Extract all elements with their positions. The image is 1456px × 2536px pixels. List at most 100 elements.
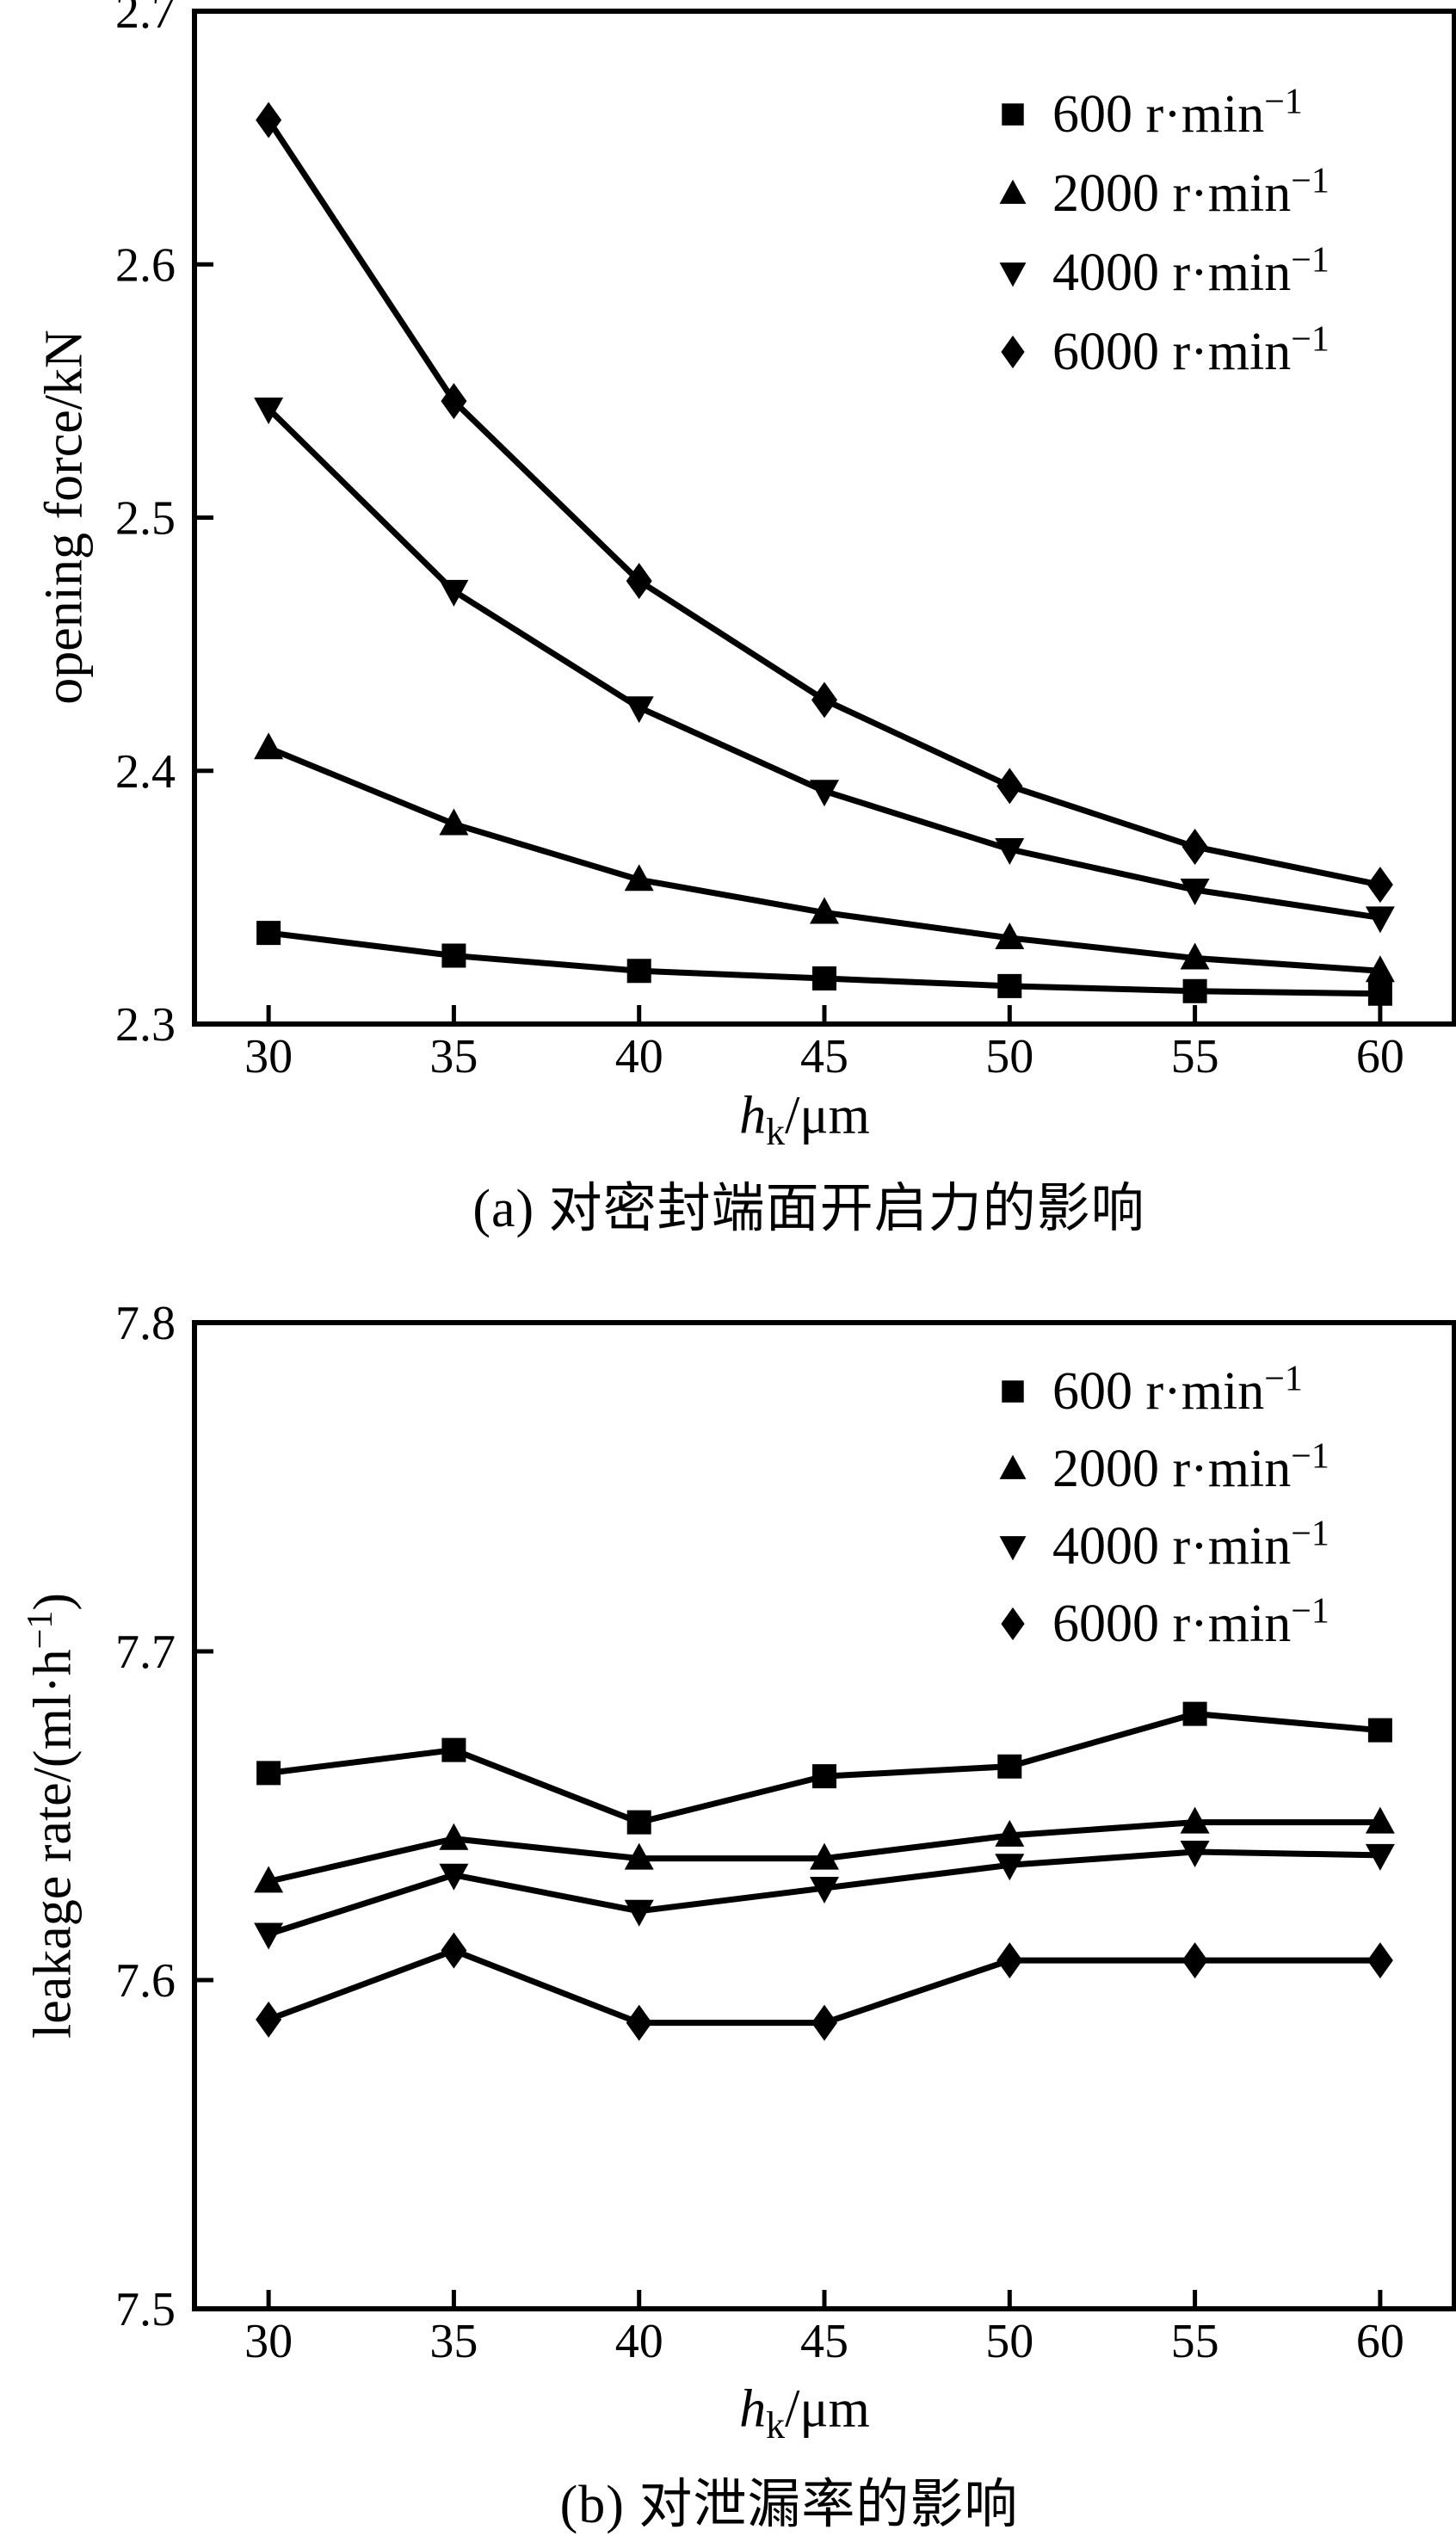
legend-b: 600 r·min−1 2000 r·min−1 4000 r·min−1 6000 … [996, 1353, 1330, 1663]
data-marker-triangle-down [995, 837, 1025, 865]
square-marker-icon [1002, 103, 1024, 126]
data-marker-square [1367, 981, 1392, 1006]
data-marker-diamond [441, 383, 467, 420]
x-tick-label: 40 [615, 1030, 663, 1083]
data-marker-diamond [1181, 829, 1208, 866]
data-marker-triangle-up [810, 1842, 839, 1870]
data-marker-diamond [1367, 1942, 1393, 1979]
caption-a: (a) 对密封端面开启力的影响 [472, 1180, 1145, 1238]
data-marker-diamond [441, 1932, 467, 1969]
y-axis-label-a: opening force/kN [34, 330, 96, 705]
data-marker-triangle-down [995, 1854, 1025, 1881]
data-marker-triangle-down [254, 1922, 284, 1950]
x-tick-label: 50 [985, 1030, 1033, 1083]
x-tick-label: 55 [1171, 1030, 1219, 1083]
data-marker-triangle-up [624, 1842, 654, 1870]
data-marker-triangle-down [1365, 1843, 1395, 1871]
data-marker-triangle-up [1180, 942, 1210, 970]
y-tick-label: 2.4 [115, 745, 176, 799]
data-marker-triangle-up [995, 1819, 1025, 1847]
legend-a: 600 r·min−1 2000 r·min−1 4000 r·min−1 6000 … [996, 75, 1330, 392]
y-tick-label: 2.7 [115, 0, 176, 39]
legend-label: 2000 r·min−1 [1052, 1435, 1330, 1498]
data-marker-triangle-down [1180, 1841, 1210, 1868]
data-marker-diamond [1367, 867, 1393, 904]
triangle-down-marker-icon [999, 262, 1027, 287]
data-marker-triangle-up [1365, 1806, 1395, 1834]
legend-label: 4000 r·min−1 [1052, 239, 1330, 302]
triangle-up-marker-icon [999, 1454, 1027, 1479]
x-tick-label: 55 [1171, 2315, 1219, 2368]
data-marker-triangle-down [1365, 906, 1395, 934]
y-tick-label: 7.7 [115, 1626, 176, 1679]
data-marker-square [997, 973, 1022, 998]
data-marker-triangle-up [439, 1823, 469, 1850]
x-tick-label: 45 [800, 2315, 848, 2368]
data-marker-square [812, 1764, 836, 1789]
diamond-marker-icon [1001, 1607, 1025, 1641]
legend-item-4000: 4000 r·min−1 [996, 1508, 1330, 1585]
legend-item-2000: 2000 r·min−1 [996, 154, 1330, 233]
data-marker-triangle-up [1365, 955, 1395, 983]
data-marker-triangle-down [439, 1863, 469, 1891]
legend-label: 6000 r·min−1 [1052, 1590, 1330, 1653]
legend-label: 600 r·min−1 [1052, 81, 1303, 144]
y-tick-label: 7.5 [115, 2283, 176, 2336]
data-marker-triangle-up [810, 897, 839, 924]
x-axis-label-a-subscript: k [766, 1110, 786, 1153]
data-marker-square [1367, 1718, 1392, 1743]
data-marker-square [626, 959, 651, 984]
x-tick-label: 30 [244, 2315, 293, 2368]
data-marker-square [256, 1761, 281, 1786]
data-marker-triangle-down [810, 1877, 839, 1904]
x-axis-label-a-unit: /μm [785, 1086, 870, 1145]
data-marker-triangle-up [439, 808, 469, 836]
x-tick-label: 40 [615, 2315, 663, 2368]
legend-label: 6000 r·min−1 [1052, 318, 1330, 381]
data-marker-diamond [256, 102, 282, 139]
data-marker-diamond [626, 2004, 652, 2041]
chart-b: 30 35 40 45 50 55 60 7.5 7.6 7.7 7.8 [115, 1297, 1456, 2368]
legend-item-2000: 2000 r·min−1 [996, 1430, 1330, 1508]
x-axis-label-b-unit: /μm [785, 2379, 870, 2439]
data-marker-triangle-down [254, 397, 284, 424]
y-axis-label-a-text: opening force/kN [34, 330, 94, 705]
x-axis-label-b-variable: h [739, 2379, 767, 2439]
data-marker-triangle-down [624, 1899, 654, 1927]
caption-b: (b) 对泄漏率的影响 [559, 2476, 1019, 2534]
square-marker-icon [1002, 1380, 1024, 1403]
y-axis-label-b-close: ) [23, 1592, 83, 1611]
data-marker-square [441, 943, 466, 968]
legend-item-600: 600 r·min−1 [996, 1353, 1330, 1430]
legend-label: 4000 r·min−1 [1052, 1513, 1330, 1576]
data-marker-square [1182, 1701, 1207, 1726]
data-marker-square [441, 1737, 466, 1762]
triangle-down-marker-icon [999, 1536, 1027, 1561]
data-marker-triangle-down [1180, 879, 1210, 906]
data-marker-diamond [1181, 1942, 1208, 1979]
x-tick-label: 35 [429, 1030, 478, 1083]
triangle-up-marker-icon [999, 179, 1027, 204]
legend-label: 600 r·min−1 [1052, 1358, 1303, 1421]
x-tick-label: 35 [429, 2315, 478, 2368]
data-marker-square [256, 921, 281, 946]
legend-item-600: 600 r·min−1 [996, 75, 1330, 154]
data-marker-diamond [256, 2001, 282, 2038]
legend-item-6000: 6000 r·min−1 [996, 1585, 1330, 1663]
data-marker-triangle-up [1180, 1806, 1210, 1834]
x-axis-label-a-variable: h [739, 1086, 767, 1145]
x-axis-label-b: hk/μm [739, 2379, 870, 2445]
x-axis-label-a: hk/μm [739, 1086, 870, 1151]
y-axis-label-b-text: leakage rate/(ml·h [23, 1649, 83, 2039]
data-marker-triangle-up [254, 1866, 284, 1893]
legend-item-6000: 6000 r·min−1 [996, 312, 1330, 392]
data-marker-diamond [811, 2004, 837, 2041]
data-marker-triangle-up [995, 922, 1025, 949]
legend-item-4000: 4000 r·min−1 [996, 233, 1330, 312]
chart-a: 30 35 40 45 50 55 60 2.3 2.4 2.5 2.6 2.7 [115, 0, 1456, 1083]
diamond-marker-icon [1001, 335, 1025, 369]
data-marker-triangle-down [439, 579, 469, 607]
data-marker-diamond [996, 768, 1023, 805]
y-axis-label-b-sup: −1 [20, 1610, 60, 1650]
